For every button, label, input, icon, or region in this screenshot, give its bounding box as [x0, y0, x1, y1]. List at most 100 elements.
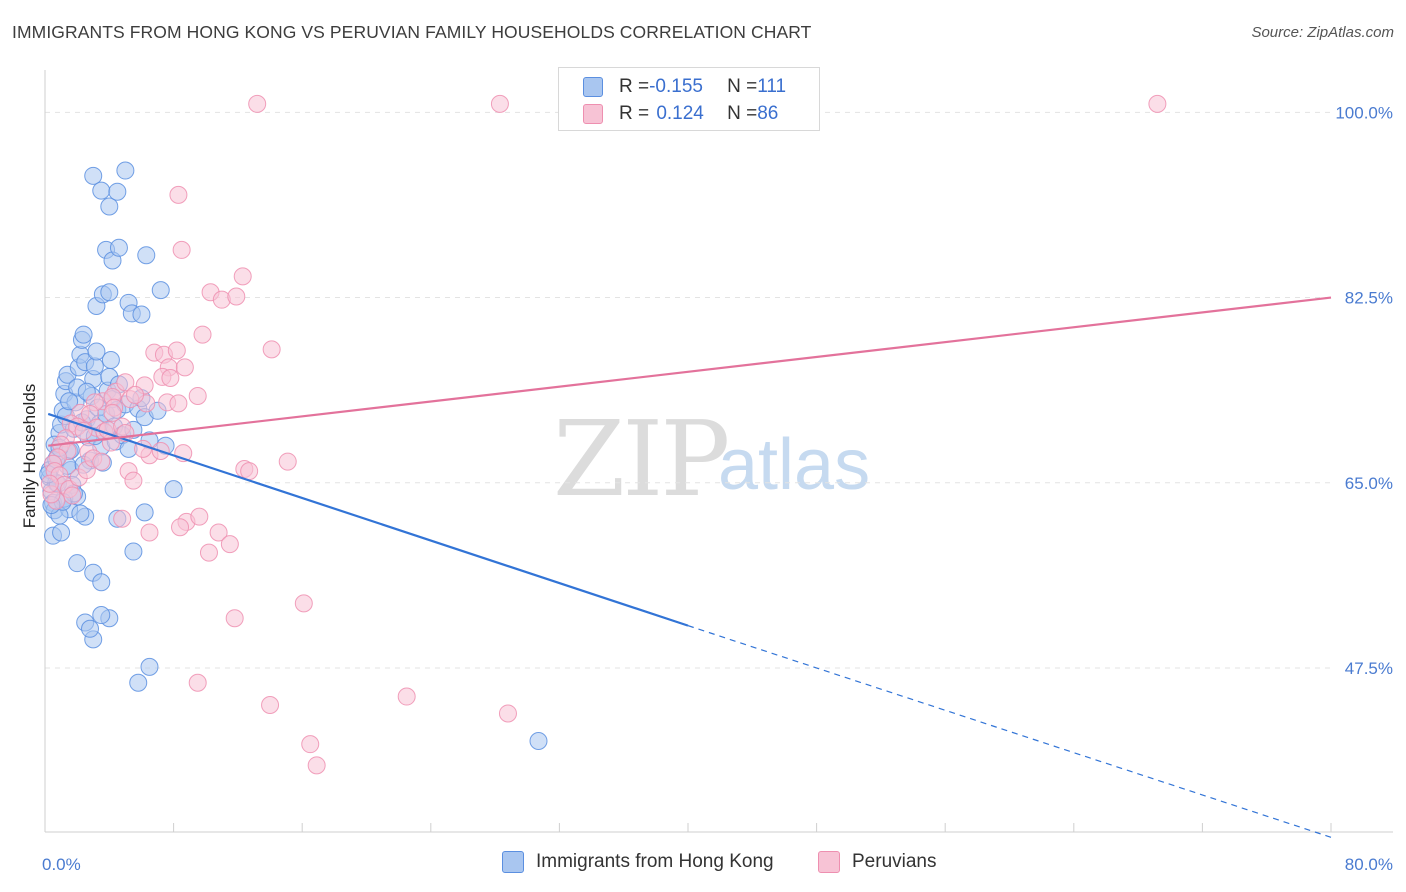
peruvians-point: [188, 673, 207, 692]
peruvians-point: [193, 325, 212, 344]
y-tick-label: 82.5%: [1345, 289, 1393, 308]
y-tick-label: 100.0%: [1335, 103, 1393, 122]
hong-kong-point: [100, 283, 119, 302]
series-legend-swatch-hong-kong: [502, 851, 524, 873]
hong-kong-point: [87, 342, 106, 361]
hong-kong-point: [71, 504, 90, 523]
series-legend: Immigrants from Hong Kong Peruvians: [0, 851, 1406, 877]
peruvians-point: [248, 94, 267, 113]
legend-swatch-hong-kong: [583, 77, 603, 97]
peruvians-point: [220, 535, 239, 554]
peruvians-point: [171, 518, 190, 537]
hong-kong-point: [140, 657, 159, 676]
chart-title: IMMIGRANTS FROM HONG KONG VS PERUVIAN FA…: [12, 22, 812, 42]
hong-kong-point: [60, 392, 79, 411]
peruvians-point: [294, 594, 313, 613]
hong-kong-point: [529, 731, 548, 750]
legend-row-peruvians: R = 0.124 N = 86: [583, 101, 778, 127]
peruvians-point: [169, 185, 188, 204]
hong-kong-point: [135, 503, 154, 522]
hong-kong-point: [137, 246, 156, 265]
peruvians-point: [113, 509, 132, 528]
peruvians-point: [40, 474, 59, 493]
peruvians-point: [140, 523, 159, 542]
watermark-atlas: atlas: [718, 425, 871, 505]
legend-r-value: 0.124: [656, 103, 704, 124]
trend-line-hong-kong-extension: [687, 625, 1332, 838]
y-axis-label: Family Households: [20, 384, 39, 529]
peruvians-point: [126, 385, 145, 404]
hong-kong-point: [151, 281, 170, 300]
series-legend-label: Immigrants from Hong Kong: [536, 851, 774, 872]
legend-swatch-peruvians: [583, 104, 603, 124]
legend-r-value: -0.155: [649, 76, 703, 97]
peruvians-point: [103, 403, 122, 422]
y-tick-label: 65.0%: [1345, 474, 1393, 493]
peruvians-point: [307, 756, 326, 775]
hong-kong-point: [101, 350, 120, 369]
legend-row-hong-kong: R = -0.155 N = 111: [583, 74, 786, 100]
peruvians-point: [278, 452, 297, 471]
hong-kong-point: [124, 542, 143, 561]
correlation-legend: R = -0.155 N = 111 R = 0.124 N = 86: [558, 67, 820, 131]
peruvians-point: [1148, 94, 1167, 113]
chart-source: Source: ZipAtlas.com: [1251, 24, 1394, 41]
series-legend-swatch-peruvians: [818, 851, 840, 873]
peruvians-point: [169, 394, 188, 413]
hong-kong-point: [85, 357, 104, 376]
trend-lines: [47, 296, 1332, 838]
hong-kong-point: [116, 161, 135, 180]
peruvians-point: [240, 462, 259, 481]
peruvians-point: [397, 687, 416, 706]
peruvians-point: [227, 287, 246, 306]
x-tick-label: 80.0%: [1345, 855, 1393, 874]
hong-kong-point: [74, 325, 93, 344]
peruvians-point: [490, 94, 509, 113]
series-legend-peruvians: Peruvians: [818, 851, 937, 873]
series-legend-label: Peruvians: [852, 851, 937, 872]
peruvians-point: [261, 696, 280, 714]
hong-kong-point: [132, 305, 151, 324]
legend-n-value: 111: [757, 76, 787, 97]
peruvians-point: [172, 240, 191, 259]
hong-kong-point: [129, 673, 148, 692]
hong-kong-point: [81, 619, 100, 638]
gridlines: [45, 111, 1331, 669]
peruvians-point: [188, 386, 207, 405]
legend-n-label: N =: [727, 103, 758, 124]
legend-r-label: R =: [619, 103, 650, 124]
peruvians-point: [190, 507, 209, 526]
hong-kong-point: [92, 181, 111, 200]
series-peruvians-points: [40, 94, 1167, 775]
peruvians-point: [225, 609, 244, 628]
peruvians-point: [233, 267, 252, 286]
legend-n-label: N =: [727, 76, 758, 97]
hong-kong-point: [164, 480, 183, 499]
trend-line-peruvians: [48, 296, 1332, 447]
trend-line-hong-kong: [47, 412, 689, 627]
x-tick-label: 0.0%: [42, 855, 81, 874]
peruvians-point: [116, 373, 135, 392]
tick-labels: 100.0% 82.5% 65.0% 47.5% 0.0% 80.0%: [42, 103, 1393, 874]
hong-kong-point: [92, 573, 111, 592]
legend-n-value: 86: [757, 103, 779, 124]
peruvians-point: [199, 543, 218, 562]
hong-kong-point: [100, 197, 119, 216]
peruvians-point: [175, 358, 194, 377]
peruvians-point: [92, 452, 111, 471]
peruvians-point: [167, 341, 186, 360]
hong-kong-point: [84, 166, 103, 185]
axes: [44, 70, 1393, 833]
watermark-zip: ZIP: [553, 398, 730, 520]
legend-r-label: R =: [619, 76, 650, 97]
peruvians-point: [63, 486, 82, 505]
y-tick-label: 47.5%: [1345, 659, 1393, 678]
peruvians-point: [124, 471, 143, 490]
hong-kong-point: [92, 606, 111, 625]
hong-kong-point: [108, 182, 127, 201]
hong-kong-point: [52, 523, 71, 542]
peruvians-point: [161, 368, 180, 387]
hong-kong-point: [109, 238, 128, 257]
peruvians-point: [262, 340, 281, 359]
